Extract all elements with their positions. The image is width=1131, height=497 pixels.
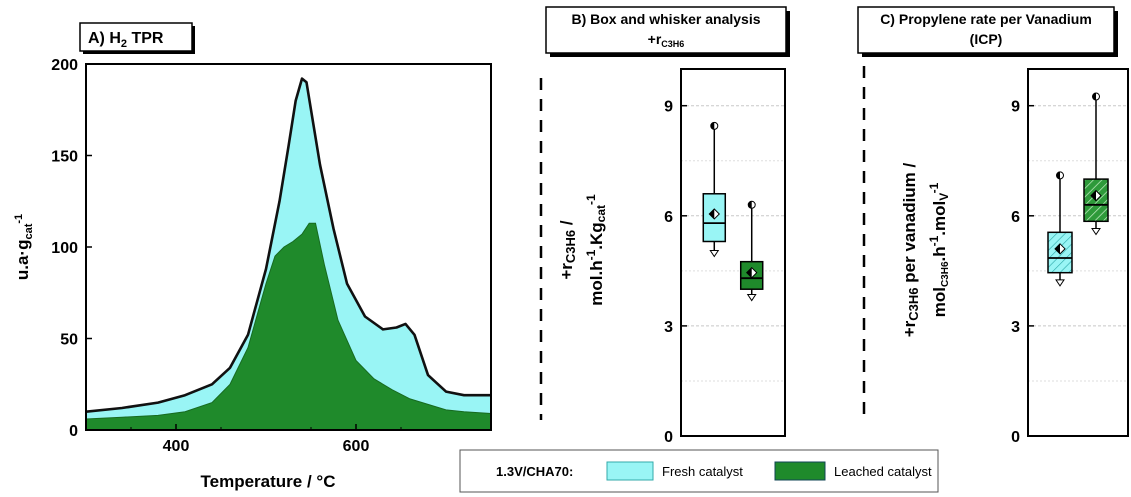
y-tick-label: 9 [1011,99,1020,116]
fresh-catalyst-line [86,77,491,413]
legend-swatch-fresh [606,461,654,481]
legend: 1.3V/CHA70: Fresh catalyst Leached catal… [459,449,939,493]
box-fresh [702,121,727,258]
y-tick-label: 0 [1011,429,1020,446]
panel-a-title-box: A) H2 TPR [79,22,195,54]
y-tick-label: 200 [51,57,78,74]
y-tick-label: 0 [664,429,673,446]
panel-b-subtitle: +rC3H6 [648,31,685,49]
panel-b-title-box: B) Box and whisker analysis +rC3H6 [545,6,790,57]
box-leached [1083,92,1109,236]
panel-c-title-box: C) Propylene rate per Vanadium (ICP) [857,6,1118,57]
max-marker-fill [1056,171,1060,179]
panel-c-plot-area: 0 3 6 9 [1011,92,1128,446]
max-marker-fill [1092,93,1096,101]
y-tick-label: 0 [69,423,78,440]
panel-c-box: C) Propylene rate per Vanadium (ICP) 0 3 6… [857,6,1129,446]
panel-a-title: A) H2 TPR [88,30,164,50]
mean-marker-fill [709,208,715,219]
mean-marker-fill [746,267,752,278]
panel-a-xlabel: Temperature / °C [201,472,336,491]
y-tick-label: 6 [664,209,673,226]
panel-c-ylabel: +rC3H6 per vanadium / molC3H6.h-1.molV-1 [900,162,951,337]
min-marker [1091,227,1101,236]
legend-label-leached: Leached catalyst [834,464,932,479]
y-tick-label: 9 [664,99,673,116]
panel-a-ylabel: u.a·gcat-1 [13,214,35,280]
panel-a-tpr: A) H2 TPR 0 50 100 150 200 400 600 Temperature… [13,22,492,491]
x-tick-label: 600 [343,438,370,455]
svg-text:molC3H6.h-1.molV-1: molC3H6.h-1.molV-1 [927,182,951,317]
y-tick-label: 3 [664,319,673,336]
panel-b-title: B) Box and whisker analysis [571,11,760,27]
y-tick-label: 50 [60,332,78,349]
panel-b-frame [680,68,786,437]
box-leached [739,200,764,302]
svg-text:mol.h-1.Kgcat-1: mol.h-1.Kgcat-1 [584,194,608,306]
leached-catalyst-area [86,222,491,430]
panel-c-title: C) Propylene rate per Vanadium [880,11,1092,27]
panel-b-ylabel: +rC3H6 / mol.h-1.Kgcat-1 [557,194,608,306]
y-tick-label: 6 [1011,209,1020,226]
max-marker-fill [710,122,715,130]
min-marker [746,294,757,302]
panel-b-plot-area: 0 3 6 9 [664,99,785,446]
panel-c-subtitle: (ICP) [970,31,1003,47]
panel-a-axes: 0 50 100 150 200 400 600 [51,57,402,455]
panel-c-frame [1027,68,1129,437]
panel-a-plot-area [86,77,491,430]
min-marker [709,250,720,258]
min-marker [1055,279,1065,287]
legend-swatch-leached [774,461,826,481]
legend-label-fresh: Fresh catalyst [662,464,743,479]
box-fresh [1047,171,1073,287]
x-tick-label: 400 [163,438,190,455]
svg-text:+rC3H6 /: +rC3H6 / [557,220,578,280]
y-tick-label: 100 [51,240,78,257]
legend-prefix: 1.3V/CHA70: [496,464,573,479]
mean-marker-fill [1055,243,1060,254]
max-marker-fill [748,201,752,209]
y-tick-label: 150 [51,149,78,166]
panel-b-box: B) Box and whisker analysis +rC3H6 0369 … [539,6,790,446]
y-tick-label: 3 [1011,319,1020,336]
mean-marker-fill [1091,190,1096,201]
svg-text:+rC3H6 per vanadium /: +rC3H6 per vanadium / [900,162,921,337]
